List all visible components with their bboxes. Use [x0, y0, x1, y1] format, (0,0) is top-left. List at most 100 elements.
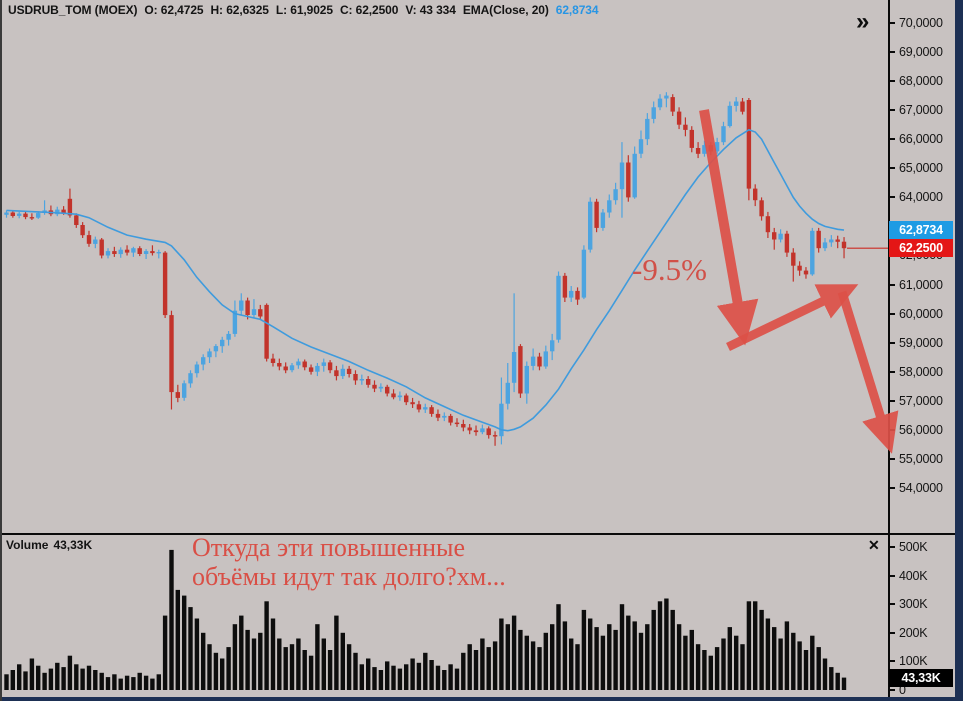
volume-bar [61, 667, 66, 690]
candle-up [188, 373, 193, 384]
candle-down [759, 200, 764, 217]
candle-down [264, 304, 269, 359]
candle-up [657, 98, 663, 108]
candle-up [194, 364, 200, 374]
volume-note-line2: объёмы идут так долго?хм... [192, 562, 506, 591]
volume-bar [239, 615, 244, 690]
volume-bar [816, 647, 821, 690]
tick-label: 58,0000 [889, 364, 943, 380]
candle-down [594, 201, 599, 228]
candle-up [36, 213, 41, 218]
tick-label: 400K [889, 568, 928, 584]
close-volume-panel-button[interactable]: ✕ [868, 537, 880, 553]
volume-panel-header: Volume 43,33K [6, 538, 92, 552]
window-edge-right [955, 0, 963, 701]
candle-down [137, 248, 142, 254]
volume-bar [99, 672, 104, 690]
volume-bar [822, 658, 828, 690]
candle-down [410, 402, 415, 405]
tick-label: 200K [889, 625, 928, 641]
candle-down [467, 427, 472, 431]
price-axis[interactable]: 70,0000 69,0000 68,0000 67,0000 66,0000 65,00… [889, 0, 955, 533]
volume-bar [695, 644, 701, 690]
candle-up [105, 251, 111, 256]
candle-down [416, 404, 422, 410]
volume-bar [518, 629, 523, 690]
volume-bar [702, 650, 707, 690]
candle-up [182, 383, 187, 398]
volume-bar [42, 672, 47, 690]
candle-up [118, 249, 123, 255]
volume-bar [423, 652, 428, 690]
candle-down [334, 370, 339, 377]
volume-note-line1: Откуда эти повышенные [192, 533, 466, 562]
volume-bar [175, 589, 180, 690]
volume-bar [93, 670, 98, 690]
volume-chart[interactable] [0, 535, 888, 697]
candle-down [772, 232, 777, 240]
volume-bar [530, 641, 536, 690]
candle-down [461, 424, 466, 428]
volume-bar [232, 624, 238, 690]
volume-bar [486, 647, 491, 690]
candle-up [131, 248, 136, 253]
candle-down [245, 300, 250, 315]
candle-up [588, 201, 593, 250]
candle-down [670, 97, 675, 112]
candle-up [556, 275, 561, 340]
price-chart[interactable] [0, 0, 888, 533]
candle-up [638, 139, 644, 154]
candle-up [727, 105, 732, 127]
volume-bar [829, 667, 834, 690]
candle-down [175, 392, 180, 398]
tick-label: 60,0000 [889, 306, 943, 322]
candle-up [581, 249, 587, 298]
volume-bar [511, 615, 517, 690]
volume-bar [683, 635, 688, 690]
volume-note-annotation[interactable]: Откуда эти повышенные объёмы идут так до… [192, 533, 506, 591]
volume-bar [353, 652, 358, 690]
volume-bar [207, 644, 212, 690]
candle-up [530, 356, 536, 366]
candle-up [220, 339, 225, 347]
candle-up [645, 118, 650, 140]
volume-bar [346, 644, 352, 690]
volume-bar [797, 641, 802, 690]
candle-up [607, 200, 612, 213]
candle-up [321, 362, 326, 366]
volume-bar [588, 618, 593, 690]
ohlc-close: C: 62,2500 [339, 3, 399, 17]
volume-bar [29, 658, 35, 690]
volume-bar [791, 632, 796, 690]
tick-label: 54,0000 [889, 480, 943, 496]
volume-bar [334, 615, 339, 690]
volume-bar [391, 665, 396, 690]
volume-bar [277, 638, 282, 690]
volume-bar [835, 672, 840, 690]
tick-label: 68,0000 [889, 73, 943, 89]
volume-bar [454, 668, 460, 690]
volume-bar [302, 650, 307, 690]
percent-change-annotation[interactable]: -9.5% [632, 252, 707, 287]
volume-bar [550, 624, 555, 690]
candle-up [17, 213, 22, 216]
candle-down [683, 124, 688, 130]
tick-label: 70,0000 [889, 15, 943, 31]
volume-bar [569, 638, 574, 690]
candle-up [778, 233, 783, 240]
volume-bar [188, 607, 193, 690]
collapse-chevrons-icon[interactable]: » [856, 8, 870, 35]
candle-down [391, 393, 396, 398]
candle-up [664, 95, 669, 99]
candle-up [480, 428, 485, 433]
candle-down [689, 129, 694, 148]
volume-bar [150, 678, 155, 690]
volume-bar [4, 674, 9, 690]
candle-down [346, 368, 352, 374]
tick-label: 61,0000 [889, 277, 943, 293]
volume-bar [105, 677, 111, 690]
volume-bar [467, 644, 472, 690]
candle-down [67, 198, 73, 216]
candle-up [55, 209, 60, 215]
volume-axis[interactable]: 500K 400K 300K 200K 100K 0 [889, 533, 955, 697]
